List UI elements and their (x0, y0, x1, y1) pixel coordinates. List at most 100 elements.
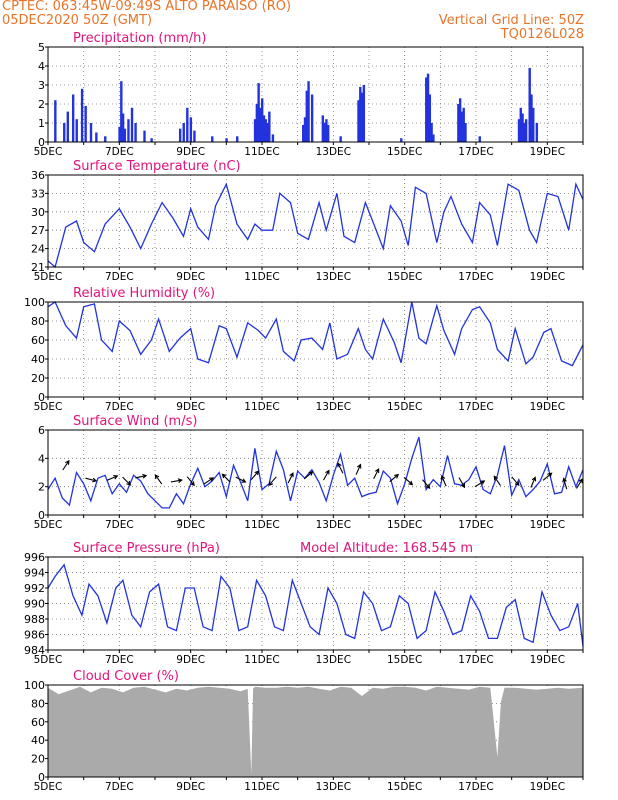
wind-arrow (303, 471, 314, 480)
x-tick-label: 11DEC (244, 401, 279, 413)
precip-bar (362, 85, 366, 142)
wind-arrow (458, 477, 466, 489)
series-line (47, 301, 584, 367)
y-tick-label: 986 (24, 629, 45, 642)
x-tick-label: 5DEC (34, 654, 63, 666)
panel-title: Relative Humidity (%) (73, 286, 215, 301)
precip-bar (519, 107, 522, 142)
x-tick-label: 17DEC (458, 271, 493, 283)
precip-bar (430, 123, 433, 142)
precip-bar (121, 113, 125, 142)
wind-arrow (186, 476, 195, 487)
y-tick-label: 0 (38, 509, 45, 522)
y-tick-label: 60 (31, 716, 45, 729)
precip-bar (143, 130, 146, 142)
header-date: 05DEC2020 50Z (GMT) (2, 13, 153, 28)
precip-bar (127, 119, 130, 142)
wind-arrow (122, 476, 132, 486)
y-tick-label: 20 (31, 753, 45, 766)
x-tick-label: 13DEC (316, 519, 351, 531)
y-tick-label: 6 (38, 424, 45, 437)
x-tick-label: 15DEC (387, 401, 422, 413)
panel-2: 0 20 40 60 80 100 5DEC 7DEC 9DEC 11DEC 13DEC 15DEC 1… (24, 286, 584, 413)
precip-bar (123, 128, 127, 142)
precip-bar (71, 94, 75, 142)
wind-arrow (389, 473, 400, 483)
precip-bar (305, 90, 308, 142)
x-tick-label: 11DEC (244, 146, 279, 158)
precip-bar (432, 134, 435, 142)
y-tick-label: 994 (24, 567, 45, 580)
precip-bar (458, 98, 462, 142)
x-tick-label: 19DEC (530, 781, 565, 793)
y-tick-label: 996 (24, 551, 45, 564)
precip-bar (54, 100, 57, 142)
x-tick-label: 7DEC (105, 781, 134, 793)
precip-bar (517, 119, 521, 142)
precip-bar (189, 117, 193, 142)
precip-bar (528, 67, 531, 142)
x-tick-label: 19DEC (530, 519, 565, 531)
y-tick-label: 40 (31, 734, 45, 747)
precip-bar (310, 94, 314, 142)
plot-frame (47, 174, 584, 268)
plot-frame (47, 301, 584, 398)
y-tick-label: 5 (38, 41, 45, 54)
x-tick-label: 5DEC (34, 519, 63, 531)
x-tick-label: 7DEC (105, 654, 134, 666)
precip-bar (118, 126, 121, 142)
precip-bar (84, 105, 87, 142)
precip-bar (186, 107, 189, 142)
panel-title: Surface Pressure (hPa) (73, 541, 220, 556)
precip-bar (521, 113, 524, 142)
precip-bar (326, 124, 330, 142)
wind-arrow (576, 478, 583, 489)
precip-bar (95, 132, 98, 142)
precip-bar (134, 123, 137, 142)
x-tick-label: 11DEC (244, 654, 279, 666)
wind-arrow (203, 477, 215, 485)
x-tick-label: 13DEC (316, 271, 351, 283)
header-location: CPTEC: 063:45W-09:49S ALTO PARAISO (RO) (2, 0, 292, 14)
precip-bar (339, 136, 342, 142)
precip-bar (357, 100, 360, 142)
precip-bar (236, 136, 239, 142)
x-tick-label: 15DEC (387, 781, 422, 793)
wind-arrow (268, 476, 277, 487)
wind-arrow (235, 476, 247, 483)
precip-bar (457, 104, 460, 142)
y-tick-label: 80 (31, 697, 45, 710)
precip-bar (530, 94, 533, 142)
x-tick-label: 9DEC (176, 401, 205, 413)
panel-5: 0 20 40 60 80 100 5DEC 7DEC 9DEC 11DEC 13DEC 15DEC 1… (24, 669, 584, 793)
x-tick-label: 11DEC (244, 271, 279, 283)
panel-1: 21 24 27 30 33 36 5DEC 7DEC 9DEC 11DEC 13DEC 15DEC 1… (31, 159, 584, 283)
x-tick-label: 19DEC (530, 401, 565, 413)
precip-bar (262, 115, 266, 142)
panel-3: 0 2 4 6 5DEC 7DEC 9DEC 11DEC 13DEC 15DEC 17DEC 19DE… (34, 414, 584, 531)
x-tick-label: 7DEC (105, 146, 134, 158)
precip-bar (524, 119, 528, 142)
precip-bar (253, 119, 257, 142)
wind-arrow (542, 472, 553, 481)
wind-arrow (62, 459, 70, 471)
x-tick-label: 11DEC (244, 781, 279, 793)
y-tick-label: 4 (38, 60, 45, 73)
y-tick-label: 3 (38, 79, 45, 92)
model-altitude-label: Model Altitude: 168.545 m (300, 541, 473, 556)
precip-bar (150, 138, 153, 142)
x-tick-label: 9DEC (176, 271, 205, 283)
y-tick-label: 100 (24, 679, 45, 692)
y-tick-label: 990 (24, 598, 45, 611)
x-tick-label: 15DEC (387, 146, 422, 158)
x-tick-label: 17DEC (458, 654, 493, 666)
wind-arrow (85, 477, 98, 483)
wind-arrow (373, 467, 380, 480)
y-tick-label: 992 (24, 582, 45, 595)
y-tick-label: 2 (38, 481, 45, 494)
precip-bar (428, 94, 432, 142)
y-tick-label: 33 (31, 187, 45, 200)
x-tick-label: 17DEC (458, 401, 493, 413)
panel-4: 984 986 988 990 992 994 996 5DEC 7DEC 9DEC 11DEC 13… (24, 541, 584, 666)
